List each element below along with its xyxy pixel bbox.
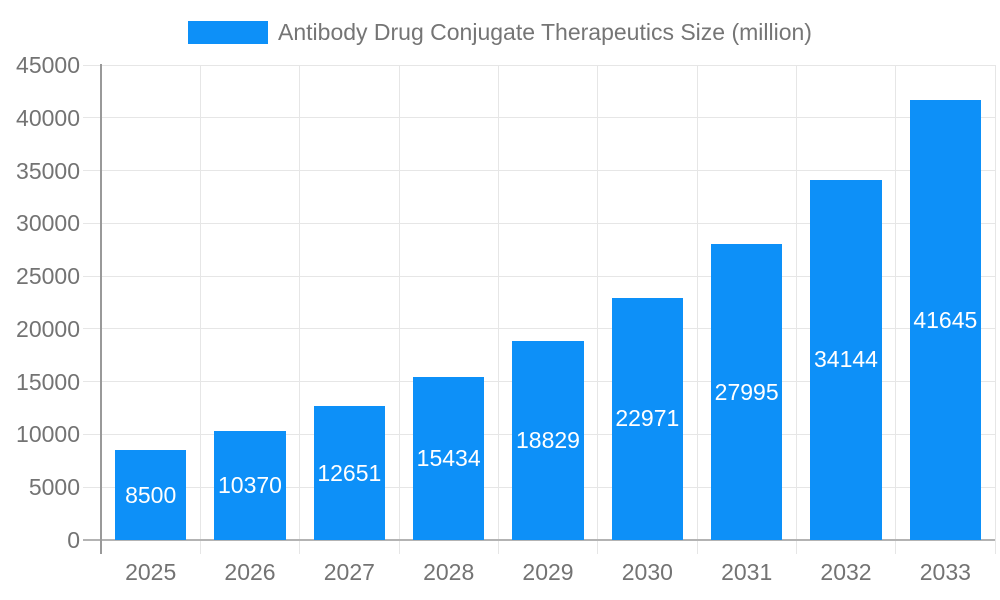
x-axis-tick-label: 2030 [621,559,673,585]
y-axis-tick-label: 10000 [16,421,80,448]
y-axis-tick-label: 20000 [16,315,80,342]
x-axis-tick-label: 2027 [323,559,375,585]
bar-value-label: 15434 [416,445,481,472]
x-axis-tick-label: 2026 [224,559,276,585]
x-axis-tick-label: 2025 [125,559,177,585]
bar-2028[interactable] [412,377,485,540]
bar-2032[interactable] [810,179,882,540]
bar-value-label: 34144 [814,346,878,373]
v-gridline [795,65,797,554]
bar-2027[interactable] [313,406,386,540]
y-axis-line [100,64,102,554]
h-gridline [83,222,995,224]
chart-legend: Antibody Drug Conjugate Therapeutics Siz… [0,14,1000,50]
x-axis-tick-label: 2031 [721,559,773,585]
v-gridline [895,65,897,554]
v-gridline [994,65,996,554]
y-axis-tick-label: 35000 [16,157,80,184]
x-axis-line [83,539,995,541]
y-axis-tick-label: 45000 [16,52,80,78]
v-gridline [398,65,400,554]
h-gridline [83,117,995,119]
h-gridline [83,64,995,66]
bar-2030[interactable] [611,297,684,540]
bar-value-label: 18829 [516,427,580,454]
x-axis-tick-label: 2032 [820,559,872,585]
bar-value-label: 22971 [615,405,680,432]
h-gridline [83,275,995,277]
y-axis-tick-label: 40000 [16,104,80,131]
bar-2025[interactable] [114,450,187,540]
y-axis-tick-label: 5000 [28,474,80,501]
v-gridline [696,65,698,554]
v-gridline [497,65,499,554]
h-gridline [83,328,995,330]
y-axis-tick-label: 0 [67,527,80,553]
y-axis-tick-label: 15000 [16,368,80,395]
y-axis-tick-label: 25000 [16,263,80,290]
v-gridline [199,65,201,554]
bar-value-label: 10370 [218,471,282,498]
x-axis-tick-label: 2029 [522,559,574,585]
y-axis-tick-label: 30000 [16,210,80,237]
bar-value-label: 12651 [317,459,382,486]
bar-2029[interactable] [512,341,584,540]
bar-2031[interactable] [710,244,783,540]
legend-swatch [188,20,269,44]
v-gridline [299,65,301,554]
bar-2033[interactable] [909,100,982,540]
legend-label: Antibody Drug Conjugate Therapeutics Siz… [278,19,812,45]
v-gridline [597,65,599,554]
bar-value-label: 41645 [913,306,978,333]
x-axis-tick-label: 2028 [423,559,475,585]
bar-value-label: 8500 [125,481,177,508]
h-gridline [83,170,995,172]
x-axis-tick-label: 2033 [919,559,971,585]
bar-value-label: 27995 [714,378,779,405]
bar-2026[interactable] [214,430,286,540]
